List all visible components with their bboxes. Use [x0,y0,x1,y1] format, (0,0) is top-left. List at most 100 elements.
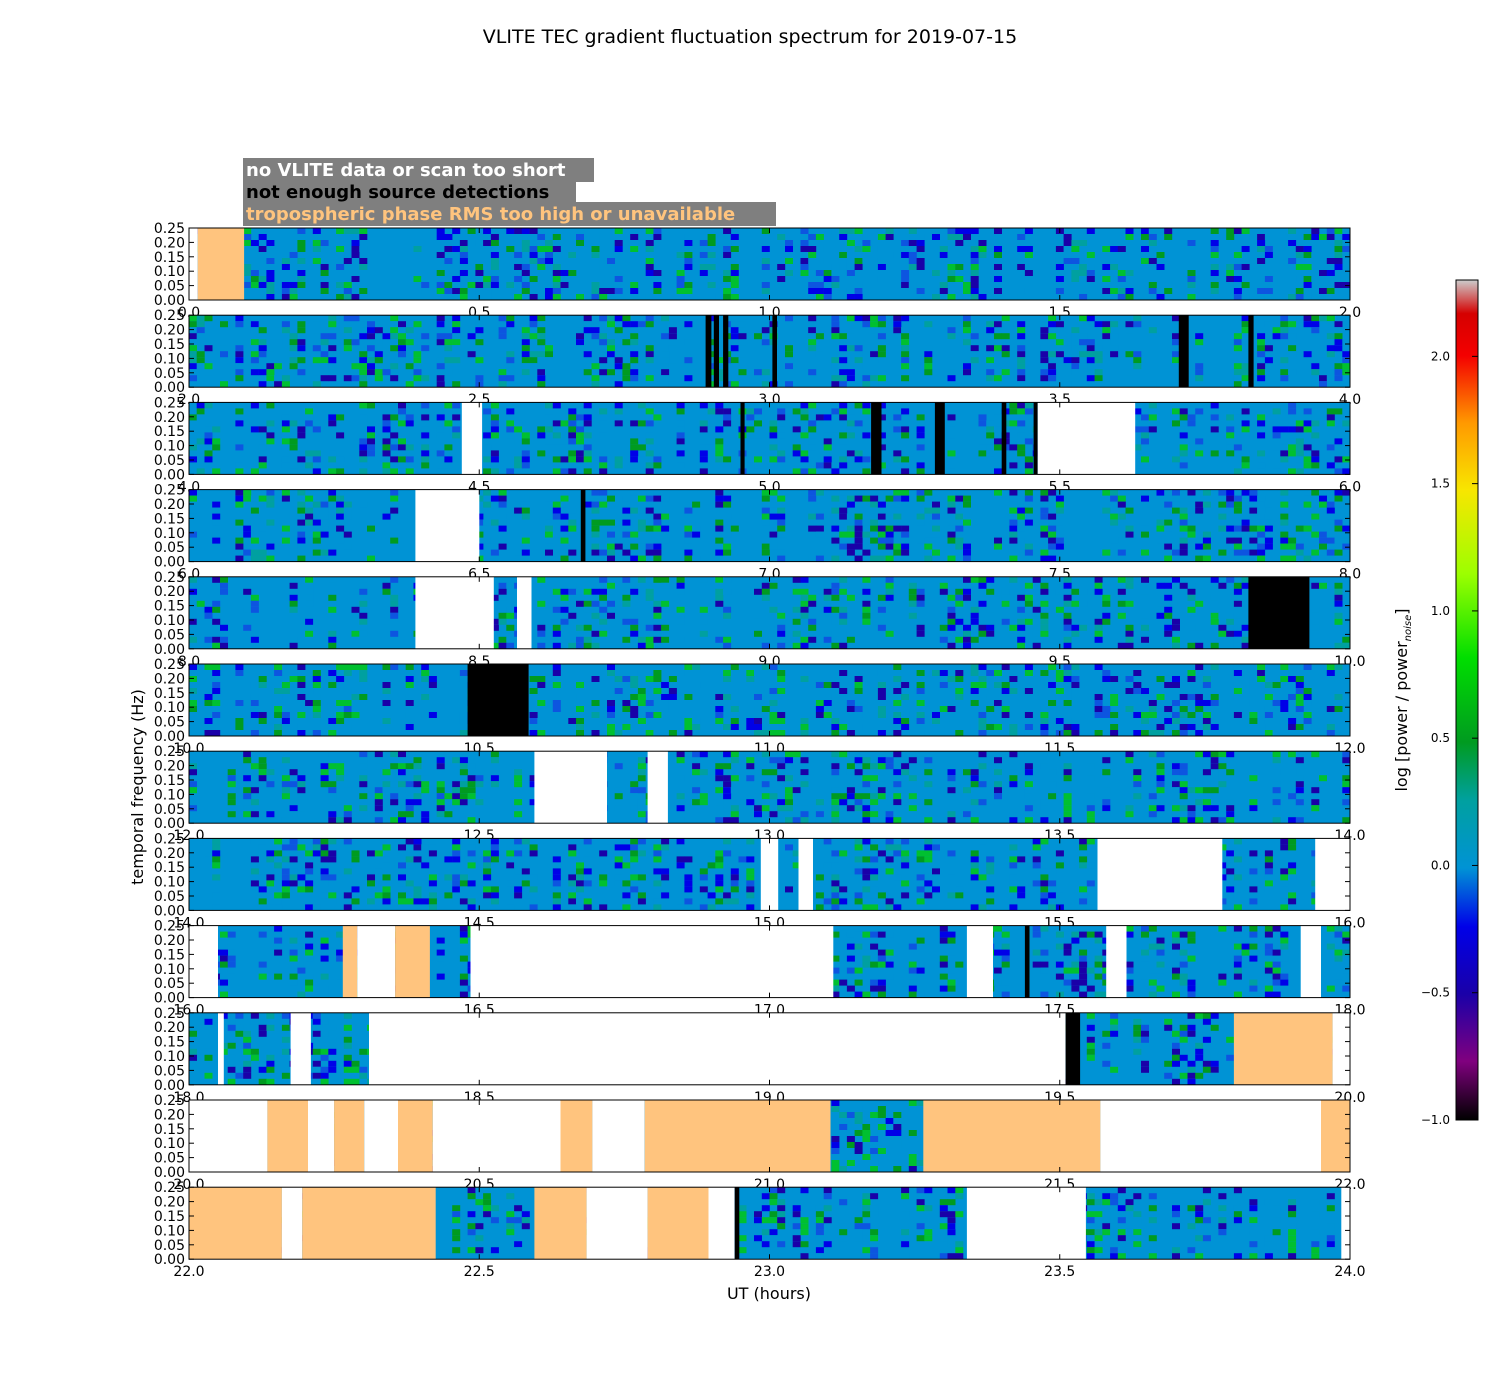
spectrum-cell [1086,357,1095,364]
spectrum-cell [552,468,561,475]
spectrum-cell [986,630,995,637]
spectrum-cell [994,282,1002,288]
spectrum-cell [599,594,608,601]
spectrum-cell [413,375,422,382]
spectrum-cell [336,228,345,234]
spectrum-cell [901,228,910,234]
spectrum-cell [1024,543,1033,550]
spectrum-cell [1195,706,1204,712]
spectrum-cell [529,775,538,782]
spectrum-cell [1063,799,1072,806]
spectrum-cell [1233,630,1242,637]
spectrum-cell [490,862,499,869]
spectrum-cell [831,381,840,388]
spectrum-cell [715,549,724,556]
spectrum-cell [421,276,430,282]
spectrum-cell [676,402,685,409]
spectrum-cell [1141,294,1149,300]
spectrum-cell [877,706,886,712]
spectrum-cell [1226,811,1235,818]
spectrum-cell [1079,264,1088,270]
spectrum-cell [916,531,925,538]
spectrum-cell [506,582,515,589]
spectrum-cell [367,850,375,857]
spectrum-cell [645,294,654,300]
spectrum-cell [815,555,824,562]
spectrum-cell [730,844,739,851]
spectrum-cell [552,246,561,252]
spectrum-cell [661,351,670,358]
spectrum-cell [723,456,732,463]
spectrum-cell [537,426,546,433]
spectrum-cell [893,525,902,532]
spectrum-cell [862,817,871,824]
spectrum-cell [955,606,964,613]
spectrum-cell [1295,775,1304,782]
spectrum-cell [1319,375,1327,382]
spectrum-cell [645,270,654,276]
spectrum-cell [405,787,414,794]
spectrum-cell [738,880,747,887]
spectrum-cell [1295,525,1304,532]
spectrum-cell [359,363,368,370]
spectrum-cell [436,357,445,364]
spectrum-cell [1102,264,1111,270]
spectrum-cell [576,670,584,676]
spectrum-cell [792,594,801,601]
spectrum-cell [343,327,352,334]
spectrum-cell [390,468,399,475]
spectrum-cell [1179,525,1188,532]
spectrum-cell [521,228,530,234]
spectrum-cell [893,664,902,670]
spectrum-cell [390,345,399,352]
spectrum-cell [1303,351,1312,358]
spectrum-cell [374,850,383,857]
spectrum-cell [537,333,546,340]
spectrum-cell [614,763,623,770]
spectrum-cell [754,438,762,445]
spectrum-cell [630,450,639,457]
spectrum-cell [599,357,608,364]
spectrum-cell [467,856,476,863]
spectrum-cell [932,258,940,264]
spectrum-cell [1125,811,1134,818]
spectrum-cell [831,582,840,589]
spectrum-cell [1017,333,1026,340]
spectrum-cell [777,712,786,718]
spectrum-cell [351,850,360,857]
spectrum-cell [459,769,468,776]
spectrum-cell [1264,525,1273,532]
spectrum-cell [668,327,677,334]
spectrum-cell [475,264,484,270]
spectrum-cell [978,718,987,724]
spectrum-cell [1048,700,1057,706]
spectrum-cell [885,252,894,258]
spectrum-cell [583,456,592,463]
spectrum-cell [877,351,886,358]
spectrum-cell [250,381,259,388]
spectrum-cell [583,642,592,649]
spectrum-cell [684,856,693,863]
spectrum-cell [1272,432,1281,439]
spectrum-cell [250,880,259,887]
spectrum-cell [1226,501,1235,508]
spectrum-cell [754,805,762,812]
spectrum-cell [955,688,964,694]
spectrum-cell [490,892,499,899]
spectrum-cell [1179,712,1188,718]
spectrum-cell [1133,426,1142,433]
spectrum-cell [436,799,445,806]
spectrum-cell [382,892,391,899]
spectrum-cell [808,618,817,625]
spectrum-cell [637,636,646,643]
spectrum-cell [607,228,615,234]
spectrum-cell [1311,799,1320,806]
spectrum-cell [730,670,739,676]
spectrum-cell [281,381,290,388]
spectrum-cell [1195,775,1204,782]
spectrum-cell [274,850,283,857]
spectrum-cell [320,769,329,776]
spectrum-cell [607,345,615,352]
spectrum-cell [978,751,987,758]
